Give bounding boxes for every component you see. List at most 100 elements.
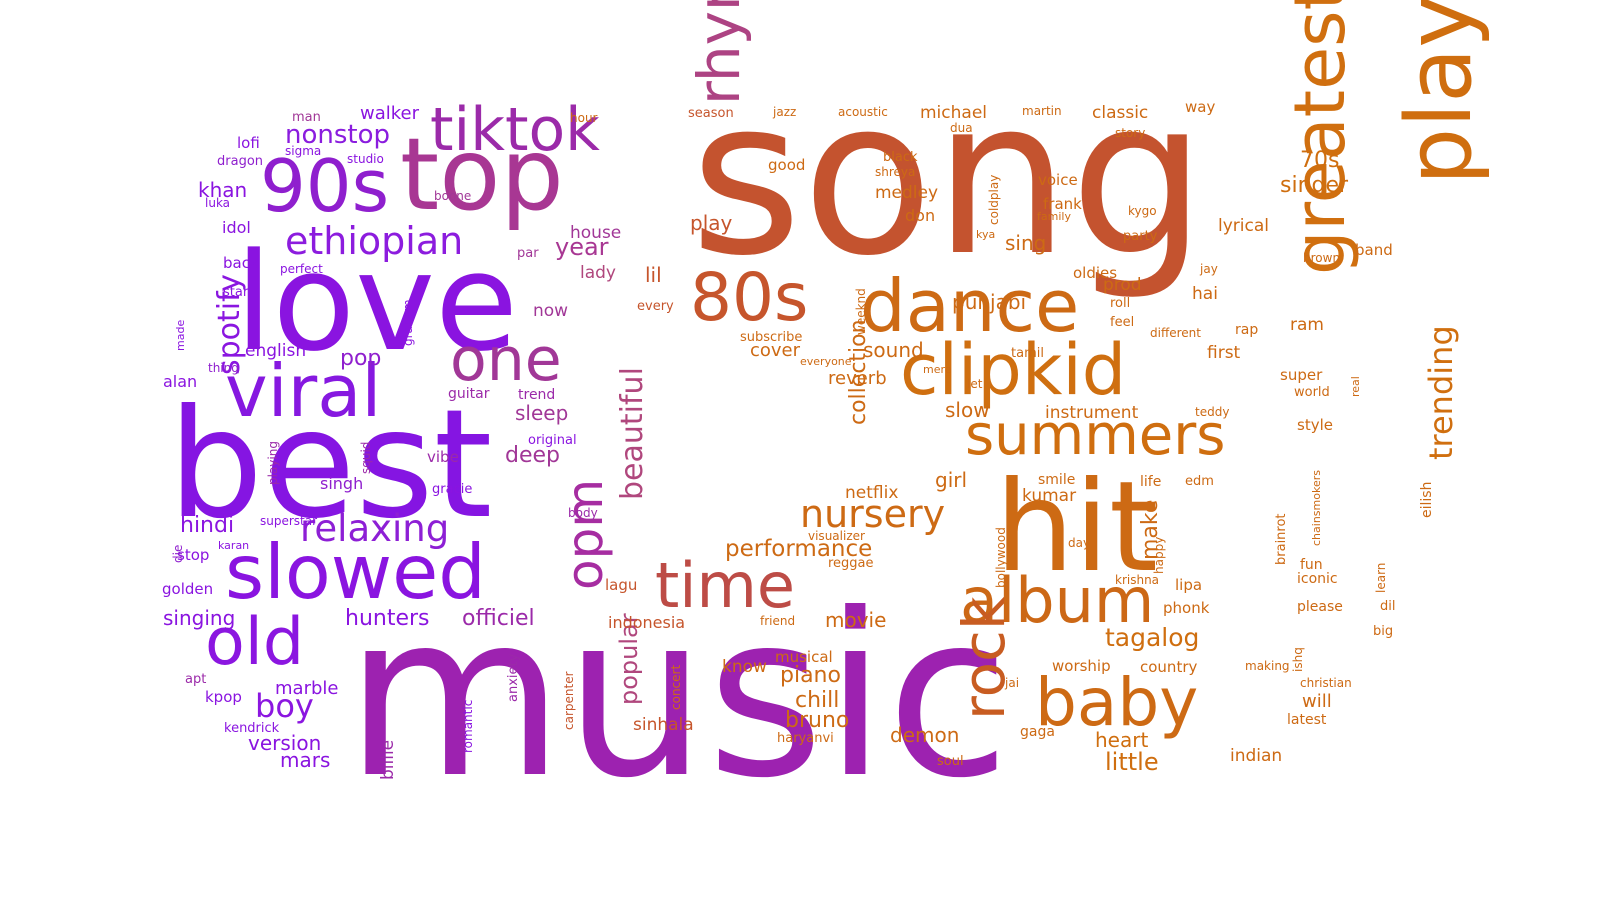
word: indonesia [608,613,686,632]
word: mars [280,748,331,772]
word: hour [570,111,598,125]
word: idol [222,218,251,237]
word: indian [1230,746,1283,766]
word: classic [1092,103,1149,123]
word: time [655,549,796,622]
word: rhyme [685,0,753,105]
word: performance [725,536,873,562]
word: lil [645,263,662,287]
word: country [1140,658,1198,676]
word: haryanvi [777,731,834,746]
word: ram [1290,315,1324,335]
word: cover [750,340,801,361]
word: trending [1422,325,1460,460]
word: feel [1110,315,1135,330]
word: clipkid [900,329,1127,411]
word: guitar [448,386,490,402]
word: squid [359,441,373,474]
word: oldies [1073,264,1118,282]
word: teddy [1195,405,1230,419]
word: jay [1200,262,1218,276]
word: khan [198,178,248,202]
word: lagu [605,576,638,594]
word: music [345,566,1011,828]
word: kpop [205,688,242,706]
word: tagalog [1105,623,1200,652]
word: hunters [345,606,430,631]
word: stop [177,546,210,564]
word: movie [825,608,887,632]
word: season [688,106,734,121]
word: perfect [280,262,323,276]
word: michael [920,103,988,123]
word: vibe [427,448,459,466]
word: big [1373,624,1394,639]
word: super [1280,366,1323,384]
word: beautiful [615,367,650,500]
word: sinhala [633,715,694,735]
word: dragon [217,154,264,169]
word: real [1349,376,1362,397]
word: weeknd [854,288,868,335]
word: dua [950,121,973,135]
word: now [533,301,569,321]
word: happy [1152,536,1166,574]
word: edm [1185,474,1214,489]
word: carpenter [562,671,576,730]
word: singer [1280,173,1349,198]
word: 70s [1300,148,1340,173]
word: piano [780,663,841,688]
word: golden [162,580,214,598]
word: slow [945,398,990,422]
word: love [235,224,519,381]
word: graham [401,299,415,346]
word: acoustic [838,105,888,119]
word: boy [255,687,314,725]
word: slowed [225,528,486,616]
word: billie [378,739,398,780]
word: sigma [285,144,322,158]
word: way [1185,98,1216,116]
word: kumar [1022,486,1077,506]
word: soul [937,754,964,769]
word: latest [1287,712,1327,728]
word: shreya [875,165,916,179]
word: summers [965,403,1226,468]
word: girl [935,468,968,492]
word: kya [976,228,996,241]
word: every [637,299,674,314]
word: singh [320,474,364,493]
word: hai [1192,284,1218,304]
word: hindi [180,513,235,538]
word: jai [1005,676,1020,690]
word: style [1297,416,1333,434]
word: lofi [237,134,260,152]
word: krishna [1115,573,1160,587]
word: top [400,116,564,233]
word: martin [1022,104,1062,118]
word: ethiopian [285,219,464,263]
word: sing [1005,231,1047,255]
word: house [570,223,622,243]
word: everyone [800,355,852,368]
word: lyrical [1218,216,1269,236]
word: 80s [690,259,809,336]
word: first [1207,343,1241,363]
word: instrument [1045,403,1139,423]
word: tamil [1011,346,1044,361]
word: gaga [1020,724,1055,740]
word: walker [360,103,420,124]
word: visualizer [808,529,865,543]
word: album [960,564,1155,637]
word: english [245,341,307,361]
word: version [248,731,322,755]
word: smile [1038,472,1076,488]
word: 90s [260,144,390,228]
word: trend [518,387,556,403]
word: don [905,206,936,225]
word: greatest [1279,0,1361,275]
word: coldplay [987,174,1001,225]
word: back [223,254,259,272]
word: par [517,246,539,261]
word: concert [669,664,683,710]
